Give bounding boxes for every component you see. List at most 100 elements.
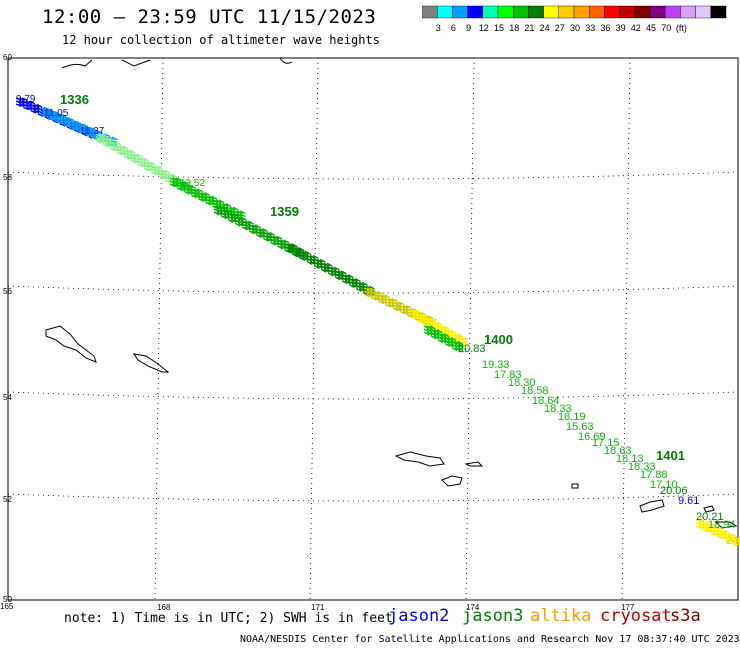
wave-height-label: 20.21: [696, 511, 724, 523]
track-segment: [175, 180, 247, 218]
wave-height-label: 17.15: [592, 437, 620, 449]
lon-label: 165: [0, 602, 14, 611]
wave-height-label: 18.63: [604, 445, 632, 457]
wave-height-label: 1359: [270, 204, 299, 219]
track-segment: [415, 312, 469, 344]
color-scale-label: 3: [436, 23, 441, 33]
track-segment: [415, 309, 469, 341]
lat-label: 60: [3, 53, 12, 62]
color-scale-label: 9: [466, 23, 471, 33]
wave-height-label: 17.83: [494, 369, 522, 381]
color-scale-label: 70: [661, 23, 671, 33]
legend-jason2: jason2: [388, 606, 450, 626]
track-segment: [412, 315, 466, 347]
wave-height-label: 18.94: [708, 519, 736, 531]
lon-label: 168: [157, 603, 171, 612]
track-segment: [219, 211, 307, 259]
color-scale-label: 21: [524, 23, 534, 33]
track-segment: [45, 113, 119, 147]
wave-height-label: 17.88: [640, 469, 668, 481]
color-scale-label: 36: [600, 23, 610, 33]
meridian: [309, 57, 319, 601]
track-segment: [172, 180, 244, 218]
page-title: 12:00 – 23:59 UTC 11/15/2023: [42, 6, 377, 28]
color-scale-label: 27: [555, 23, 565, 33]
track-segment: [412, 309, 466, 341]
meridian: [465, 57, 475, 601]
track-segment: [98, 133, 190, 187]
wave-height-label: 11.37: [80, 126, 105, 137]
map-frame: [7, 57, 739, 601]
wave-height-label: 17.10: [650, 479, 678, 491]
wave-height-label: 18.19: [558, 411, 586, 423]
track-segment: [216, 205, 304, 253]
coast-outline: [279, 57, 293, 64]
parallel: [7, 171, 739, 180]
coast-outline: [571, 483, 579, 489]
track-segment: [409, 315, 463, 347]
color-scale-label: 6: [451, 23, 456, 33]
track-segment: [429, 331, 467, 353]
lat-label: 54: [3, 393, 12, 402]
track-segment: [288, 246, 374, 294]
color-scale-label: 42: [631, 23, 641, 33]
coast-outline: [714, 521, 738, 529]
wave-height-label: 20.06: [660, 485, 688, 497]
parallel: [7, 493, 739, 502]
track-segment: [429, 325, 467, 347]
track-segment: [101, 133, 193, 187]
wave-height-label: 18.13: [616, 453, 644, 465]
track-segment: [172, 177, 244, 215]
track-segment: [45, 107, 119, 141]
coast-outline: [441, 475, 463, 487]
wave-height-label: 18.58: [521, 385, 549, 397]
track-segment: [426, 325, 464, 347]
lon-label: 171: [311, 603, 325, 612]
wave-height-label: 18.64: [532, 395, 560, 407]
wave-height-label: 18.30: [508, 377, 536, 389]
track-segment: [98, 136, 190, 190]
track-segment: [285, 249, 371, 297]
track-segment: [415, 315, 469, 347]
wave-height-label: 9.79: [16, 94, 36, 105]
lon-label: 177: [621, 603, 635, 612]
track-segment: [101, 136, 193, 190]
wave-height-label: 1400: [484, 332, 513, 347]
color-scale-label: 24: [540, 23, 550, 33]
parallel: [7, 285, 739, 294]
footer-credit: NOAA/NESDIS Center for Satellite Applica…: [240, 634, 740, 645]
track-segment: [213, 211, 301, 259]
lat-label: 56: [3, 287, 12, 296]
color-scale-label: 15: [494, 23, 504, 33]
track-segment: [219, 205, 307, 253]
track-segment: [423, 331, 461, 353]
coast-outline: [45, 325, 97, 363]
color-scale-label: 30: [570, 23, 580, 33]
lat-label: 58: [3, 173, 12, 182]
map-border: [7, 57, 739, 601]
color-scale-label: 39: [616, 23, 626, 33]
graticule: [7, 57, 739, 601]
track-segment: [216, 211, 304, 259]
track-segment: [175, 177, 247, 215]
track-segment: [45, 110, 119, 144]
wave-height-label: 15.63: [566, 421, 594, 433]
wave-height-label: 18.33: [628, 461, 656, 473]
wave-height-label: 11.05: [44, 108, 69, 119]
wave-height-label: 13.52: [180, 178, 205, 189]
track-segment: [15, 103, 93, 139]
color-scale-label: 18: [509, 23, 519, 33]
lat-label: 52: [3, 495, 12, 504]
track-segment: [412, 312, 466, 344]
track-segment: [216, 208, 304, 256]
coast-outline: [703, 505, 715, 513]
page-subtitle: 12 hour collection of altimeter wave hei…: [62, 33, 380, 47]
wave-height-label: 16.69: [578, 431, 606, 443]
legend-cryosat: cryosat: [600, 606, 672, 626]
meridian: [154, 57, 164, 601]
track-segment: [288, 243, 374, 291]
color-scale: 3 6 9 12 15 18 21 24 27 30 33 36 39 42 45 70 (ft): [422, 5, 727, 33]
parallel: [7, 391, 739, 400]
